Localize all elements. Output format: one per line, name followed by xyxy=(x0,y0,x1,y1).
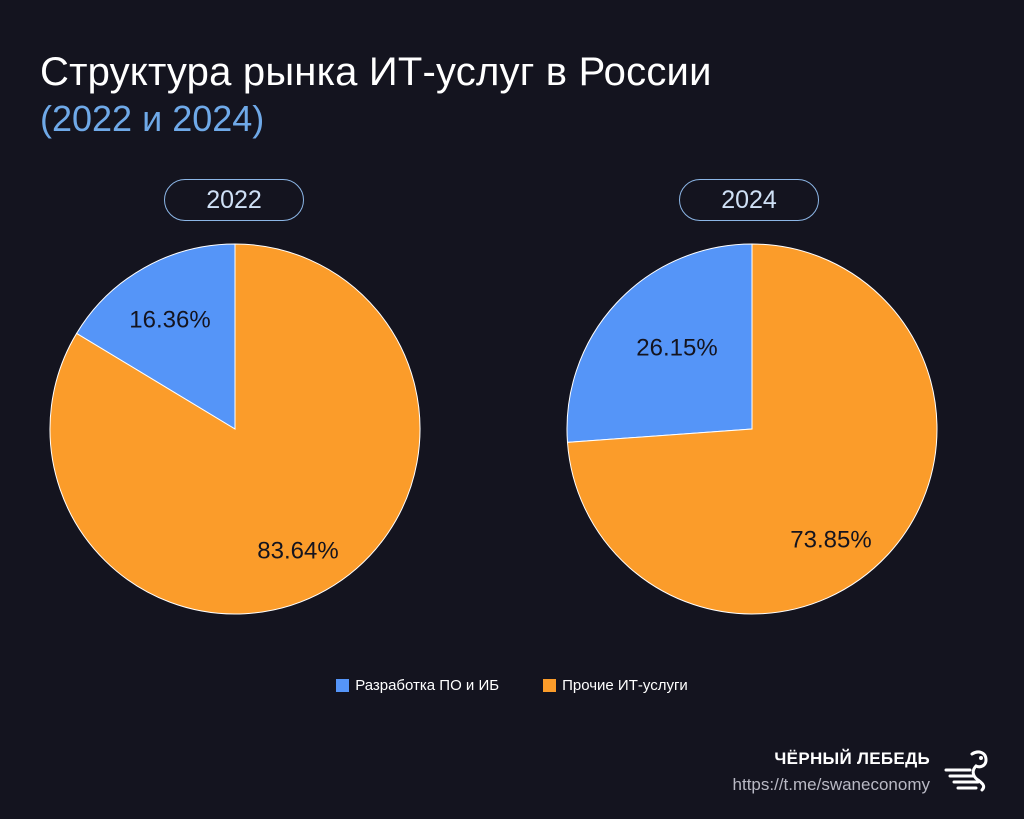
swan-logo-icon xyxy=(944,750,988,792)
page-title: Структура рынка ИТ-услуг в России xyxy=(40,50,712,94)
data-label-dev-2024: 26.15% xyxy=(636,334,717,361)
legend-label-dev: Разработка ПО и ИБ xyxy=(355,677,500,694)
pie-slice-other-2024 xyxy=(566,243,938,615)
pie-slice-other-2022 xyxy=(49,243,421,615)
legend-swatch-dev xyxy=(336,679,350,692)
brand-block: ЧЁРНЫЙ ЛЕБЕДЬ https://t.me/swaneconomy xyxy=(733,749,930,795)
data-label-other-2024: 73.85% xyxy=(790,526,871,553)
legend-item-dev: Разработка ПО и ИБ xyxy=(336,677,499,694)
year-badge-2024: 2024 xyxy=(679,179,819,221)
chart-legend: Разработка ПО и ИБ Прочие ИТ-услуги xyxy=(0,677,1024,694)
brand-url-link[interactable]: https://t.me/swaneconomy xyxy=(732,775,930,794)
data-label-dev-2022: 16.36% xyxy=(129,306,210,333)
year-badge-2022: 2022 xyxy=(164,179,304,221)
pie-slice-dev-2022 xyxy=(75,243,236,430)
legend-label-other: Прочие ИТ-услуги xyxy=(562,677,688,694)
data-label-other-2022: 83.64% xyxy=(257,537,338,564)
legend-swatch-other xyxy=(543,679,557,692)
brand-name: ЧЁРНЫЙ ЛЕБЕДЬ xyxy=(774,749,930,768)
legend-item-other: Прочие ИТ-услуги xyxy=(543,677,688,694)
page-subtitle: (2022 и 2024) xyxy=(40,98,265,139)
pie-slice-dev-2024 xyxy=(566,243,753,443)
